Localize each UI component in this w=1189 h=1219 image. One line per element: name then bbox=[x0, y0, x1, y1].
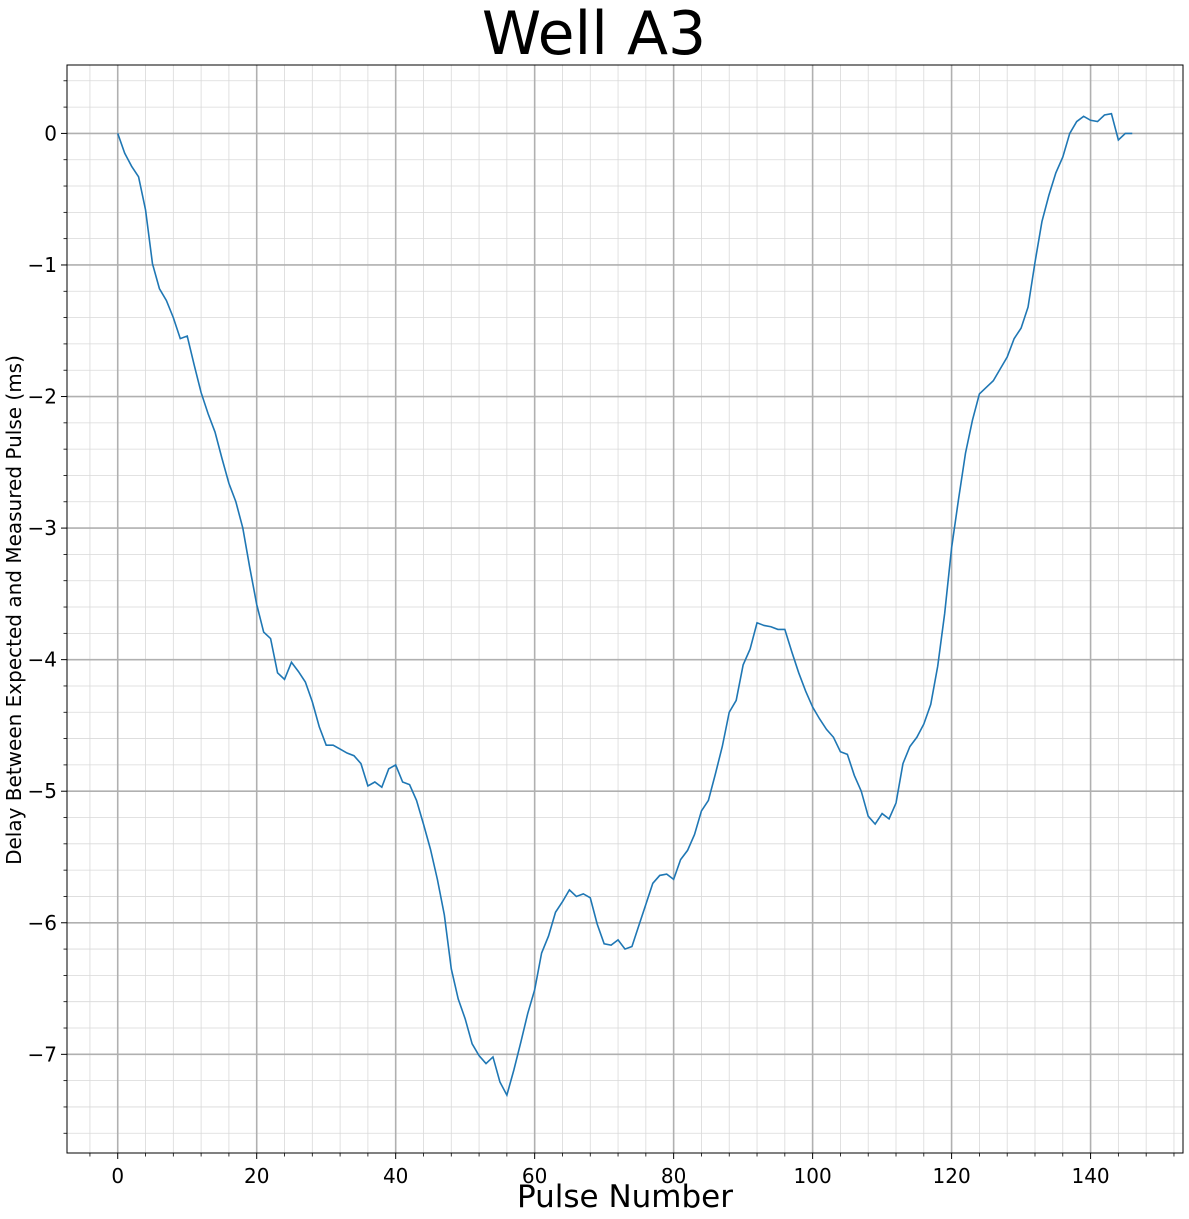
x-axis-ticks: 0 20 40 60 80 100 120 140 bbox=[89, 1153, 1175, 1188]
x-axis-label: Pulse Number bbox=[517, 1179, 733, 1215]
y-tick-label: −6 bbox=[28, 911, 57, 935]
x-tick-label: 140 bbox=[1071, 1164, 1109, 1188]
x-tick-label: 40 bbox=[383, 1164, 408, 1188]
series-line bbox=[116, 112, 1133, 1098]
x-tick-label: 100 bbox=[794, 1164, 832, 1188]
y-tick-label: −5 bbox=[28, 779, 57, 803]
y-axis-ticks: 0 −1 −2 −3 −4 −5 −6 −7 bbox=[28, 80, 67, 1134]
y-tick-label: −2 bbox=[28, 385, 57, 409]
y-tick-label: 0 bbox=[44, 121, 57, 145]
x-tick-label: 80 bbox=[661, 1164, 686, 1188]
minor-grid bbox=[67, 65, 1183, 1153]
y-tick-label: −4 bbox=[28, 648, 57, 672]
y-tick-label: −7 bbox=[28, 1042, 57, 1066]
y-tick-label: −1 bbox=[28, 253, 57, 277]
x-tick-label: 60 bbox=[522, 1164, 547, 1188]
chart-title: Well A3 bbox=[482, 0, 706, 69]
plot-frame bbox=[66, 64, 1184, 1154]
x-tick-label: 0 bbox=[111, 1164, 124, 1188]
y-axis-label: Delay Between Expected and Measured Puls… bbox=[2, 355, 26, 865]
x-tick-label: 120 bbox=[933, 1164, 971, 1188]
x-tick-label: 20 bbox=[244, 1164, 269, 1188]
major-grid bbox=[67, 65, 1183, 1153]
y-tick-label: −3 bbox=[28, 516, 57, 540]
